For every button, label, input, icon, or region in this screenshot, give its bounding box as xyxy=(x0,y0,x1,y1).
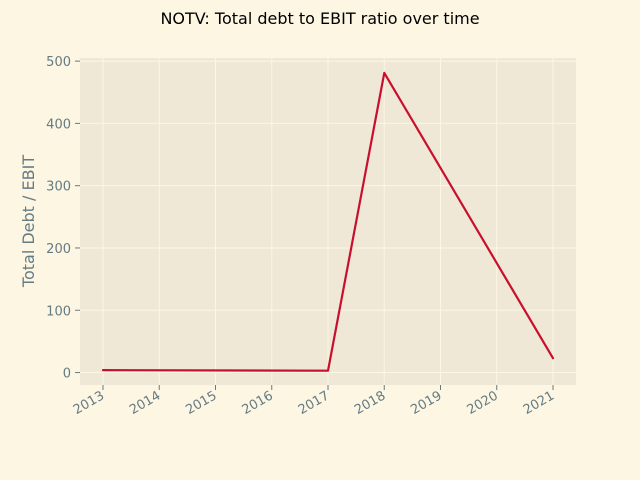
y-tick-label: 200 xyxy=(46,242,71,257)
y-tick-label: 300 xyxy=(46,180,71,195)
y-axis-label: Total Debt / EBIT xyxy=(19,155,38,288)
x-tick-label: 2020 xyxy=(465,388,501,418)
x-tick-label: 2013 xyxy=(71,388,107,418)
y-tick-label: 400 xyxy=(46,117,71,132)
series-layer xyxy=(101,71,555,372)
y-tick-label: 0 xyxy=(63,367,71,382)
y-axis-ticks: 0 100 200 300 400 500 xyxy=(46,55,80,382)
grid-lines xyxy=(80,58,576,385)
x-tick-label: 2015 xyxy=(183,388,219,418)
x-tick-label: 2021 xyxy=(521,388,557,418)
series-line xyxy=(101,71,555,372)
x-tick-label: 2019 xyxy=(408,388,444,418)
x-tick-label: 2016 xyxy=(240,388,276,418)
x-tick-label: 2017 xyxy=(296,388,332,418)
y-tick-label: 500 xyxy=(46,55,71,70)
chart-title: NOTV: Total debt to EBIT ratio over time xyxy=(160,9,479,28)
x-tick-label: 2018 xyxy=(352,388,388,418)
x-tick-label: 2014 xyxy=(127,388,163,418)
y-tick-label: 100 xyxy=(46,304,71,319)
x-axis-ticks: 2013 2014 2015 2016 2017 2018 2019 2020 2021 xyxy=(71,385,557,418)
